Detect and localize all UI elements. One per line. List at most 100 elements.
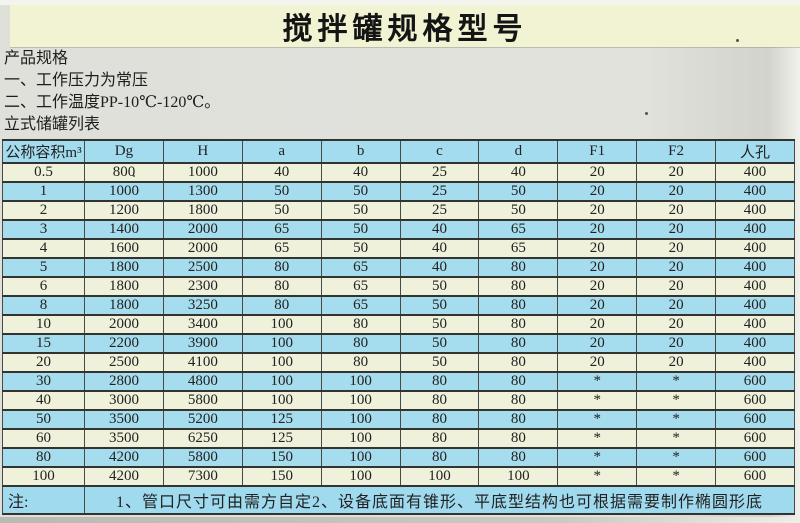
table-cell: 40	[399, 238, 480, 259]
table-cell: *	[636, 466, 716, 487]
table-cell: 20	[557, 276, 638, 297]
table-cell: 40	[2, 390, 85, 411]
table-cell: *	[636, 390, 716, 411]
table-cell: 100	[241, 371, 322, 392]
table-cell: 400	[715, 181, 795, 202]
table-cell: 50	[241, 200, 322, 221]
table-cell: 40	[399, 257, 480, 278]
table-cell: 25	[399, 181, 480, 202]
table-cell: 80	[320, 314, 401, 335]
table-cell: 15	[2, 333, 85, 354]
note-label: 注:	[2, 485, 85, 515]
table-cell: 50	[320, 181, 401, 202]
table-cell: 1200	[84, 200, 164, 221]
table-cell: 20	[636, 162, 716, 183]
table-cell: 80	[399, 447, 480, 468]
table-row: 10 2000 3400 100 80 50 80 20 20 400	[2, 314, 795, 335]
column-header: F2	[636, 139, 716, 164]
table-cell: 4800	[162, 371, 243, 392]
table-cell: 0.5	[2, 162, 85, 183]
table-cell: 2000	[162, 238, 243, 259]
table-cell: *	[636, 371, 716, 392]
table-cell: 3000	[84, 390, 164, 411]
table-cell: *	[636, 428, 716, 449]
table-row: 20 2500 4100 100 80 50 80 20 20 400	[2, 352, 795, 373]
table-cell: 600	[715, 447, 795, 468]
table-cell: 1800	[84, 257, 164, 278]
scan-speck	[736, 39, 739, 42]
table-cell: 20	[636, 295, 716, 316]
table-cell: 20	[636, 200, 716, 221]
table-cell: *	[557, 447, 638, 468]
table-cell: 5	[2, 257, 85, 278]
table-cell: 100	[320, 466, 401, 487]
table-row: 8 1800 3250 80 65 50 80 20 20 400	[2, 295, 795, 316]
table-cell: 80	[478, 409, 559, 430]
table-cell: 6	[2, 276, 85, 297]
table-cell: 80	[478, 352, 559, 373]
table-cell: 400	[715, 238, 795, 259]
table-cell: 600	[715, 428, 795, 449]
table-cell: 80	[399, 409, 480, 430]
table-cell: 65	[478, 238, 559, 259]
table-cell: 50	[320, 238, 401, 259]
table-cell: 2800	[84, 371, 164, 392]
table-row: 80 4200 5800 150 100 80 80 * * 600	[2, 447, 795, 468]
table-row: 4 1600 2000 65 50 40 65 20 20 400	[2, 238, 795, 259]
table-cell: 2000	[162, 219, 243, 240]
table-row: 3 1400 2000 65 50 40 65 20 20 400	[2, 219, 795, 240]
table-cell: 30	[2, 371, 85, 392]
column-header: H	[162, 139, 243, 164]
table-body: 0.5 800 1000 40 40 25 40 20 20 400 1 1000 1300 50 50 25…	[2, 162, 795, 487]
table-cell: 6250	[162, 428, 243, 449]
spec-line-temperature: 二、工作温度PP-10℃-120℃。	[4, 94, 221, 111]
table-cell: 3250	[162, 295, 243, 316]
table-cell: *	[557, 428, 638, 449]
table-row: 30 2800 4800 100 100 80 80 * * 600	[2, 371, 795, 392]
table-cell: 50	[478, 200, 559, 221]
table-cell: 80	[478, 428, 559, 449]
table-cell: 20	[636, 352, 716, 373]
column-header: a	[241, 139, 322, 164]
table-cell: 400	[715, 257, 795, 278]
table-cell: 80	[2, 447, 85, 468]
table-cell: 3	[2, 219, 85, 240]
table-cell: 1800	[162, 200, 243, 221]
table-cell: 50	[399, 276, 480, 297]
table-cell: 20	[636, 219, 716, 240]
table-cell: 20	[557, 295, 638, 316]
table-cell: 80	[478, 447, 559, 468]
table-cell: 1300	[162, 181, 243, 202]
table-cell: 100	[2, 466, 85, 487]
table-cell: 400	[715, 276, 795, 297]
table-cell: 7300	[162, 466, 243, 487]
table-cell: 600	[715, 371, 795, 392]
table-cell: 20	[636, 257, 716, 278]
table-cell: 20	[557, 181, 638, 202]
table-cell: *	[636, 409, 716, 430]
table-cell: 800	[84, 162, 164, 183]
table-cell: 400	[715, 219, 795, 240]
table-cell: 20	[2, 352, 85, 373]
table-cell: 80	[478, 276, 559, 297]
table-cell: 80	[478, 295, 559, 316]
table-cell: 50	[399, 352, 480, 373]
table-row: 6 1800 2300 80 65 50 80 20 20 400	[2, 276, 795, 297]
table-row: 0.5 800 1000 40 40 25 40 20 20 400	[2, 162, 795, 183]
table-cell: 65	[320, 276, 401, 297]
table-cell: 65	[320, 257, 401, 278]
table-cell: 80	[478, 333, 559, 354]
table-cell: 80	[478, 257, 559, 278]
column-header: 人孔	[715, 139, 795, 164]
table-cell: 100	[320, 409, 401, 430]
table-cell: 3400	[162, 314, 243, 335]
table-cell: 3500	[84, 428, 164, 449]
table-cell: 80	[241, 257, 322, 278]
table-cell: 125	[241, 428, 322, 449]
table-cell: 1400	[84, 219, 164, 240]
table-cell: 150	[241, 447, 322, 468]
scan-edge-bottom	[0, 517, 800, 523]
table-cell: 125	[241, 409, 322, 430]
table-cell: *	[557, 371, 638, 392]
